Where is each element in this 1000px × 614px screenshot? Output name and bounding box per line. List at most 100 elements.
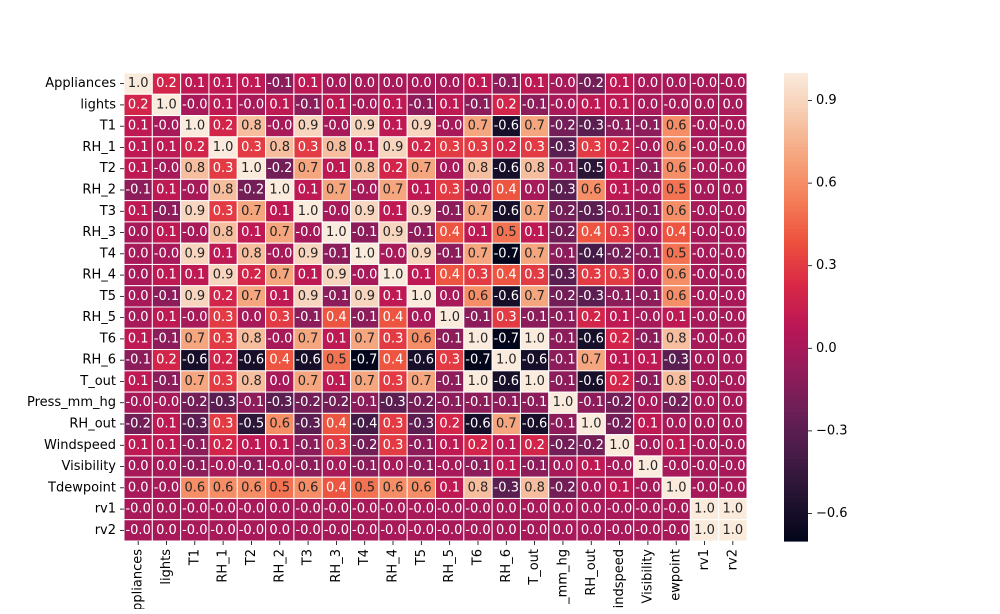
cell-annotation: -0.0 xyxy=(635,183,660,198)
cell-annotation: 0.3 xyxy=(609,268,630,283)
cell-annotation: -0.0 xyxy=(720,204,745,219)
cell-annotation: -0.0 xyxy=(267,459,292,474)
cell-annotation: 0.0 xyxy=(638,97,659,112)
colorbar-segment xyxy=(784,521,808,526)
colorbar-segment xyxy=(784,88,808,94)
cell-annotation: 0.3 xyxy=(383,331,404,346)
cell-annotation: -0.1 xyxy=(635,204,660,219)
cell-annotation: -0.0 xyxy=(664,97,689,112)
colorbar-tick-label: 0.9 xyxy=(816,93,837,108)
x-tick-label: RH_4 xyxy=(386,549,401,583)
cell-annotation: 0.8 xyxy=(326,140,347,155)
colorbar-segment xyxy=(784,260,808,265)
colorbar-segment xyxy=(784,178,808,183)
x-tick-label: RH_5 xyxy=(442,549,457,583)
cell-annotation: 0.9 xyxy=(411,246,432,261)
cell-annotation: -0.1 xyxy=(352,225,377,240)
cell-annotation: 0.7 xyxy=(269,225,290,240)
cell-annotation: 0.6 xyxy=(411,480,432,495)
cell-annotation: 0.3 xyxy=(581,268,602,283)
cell-annotation: -0.0 xyxy=(692,140,717,155)
cell-annotation: 0.2 xyxy=(411,140,432,155)
y-tick-label: lights xyxy=(80,97,116,112)
cell-annotation: 0.7 xyxy=(524,119,545,134)
cell-annotation: -0.0 xyxy=(324,204,349,219)
cell-annotation: -0.0 xyxy=(720,161,745,176)
colorbar-segment xyxy=(784,334,808,339)
cell-annotation: -0.0 xyxy=(352,97,377,112)
cell-annotation: 0.2 xyxy=(581,310,602,325)
cell-annotation: -0.0 xyxy=(635,480,660,495)
cell-annotation: 0.9 xyxy=(184,246,205,261)
colorbar-segment xyxy=(784,451,808,456)
cell-annotation: -0.1 xyxy=(635,331,660,346)
cell-annotation: -0.0 xyxy=(324,523,349,538)
cell-annotation: -0.3 xyxy=(380,395,405,410)
cell-annotation: -0.3 xyxy=(550,183,575,198)
colorbar-segment xyxy=(784,244,808,250)
colorbar-segment xyxy=(784,349,808,355)
cell-annotation: -0.6 xyxy=(579,374,604,389)
colorbar-segment xyxy=(784,369,808,374)
cell-annotation: 1.0 xyxy=(694,523,715,538)
cell-annotation: 0.0 xyxy=(638,268,659,283)
cell-annotation: -0.0 xyxy=(182,225,207,240)
cell-annotation: 0.0 xyxy=(269,502,290,517)
cell-annotation: -0.0 xyxy=(720,140,745,155)
cell-annotation: 0.9 xyxy=(383,225,404,240)
cell-annotation: -0.0 xyxy=(154,395,179,410)
x-tick-label: _mm_hg xyxy=(555,549,570,605)
cell-annotation: 0.0 xyxy=(496,523,517,538)
cell-annotation: 0.1 xyxy=(156,310,177,325)
cell-annotation: 0.0 xyxy=(128,480,149,495)
cell-annotation: -0.1 xyxy=(239,395,264,410)
cell-annotation: -0.0 xyxy=(380,523,405,538)
cell-annotation: -0.5 xyxy=(579,161,604,176)
cell-annotation: -0.2 xyxy=(550,225,575,240)
colorbar-segment xyxy=(784,240,808,246)
cell-annotation: -0.2 xyxy=(324,395,349,410)
cell-annotation: 0.3 xyxy=(326,438,347,453)
cell-annotation: 1.0 xyxy=(496,353,517,368)
cell-annotation: 0.0 xyxy=(638,395,659,410)
cell-annotation: -0.0 xyxy=(154,161,179,176)
cell-annotation: -0.1 xyxy=(324,289,349,304)
y-tick-label: T4 xyxy=(99,246,116,261)
cell-annotation: 0.1 xyxy=(269,97,290,112)
x-tick-label: T2 xyxy=(244,549,259,566)
cell-annotation: 0.1 xyxy=(411,183,432,198)
cell-annotation: 0.0 xyxy=(269,374,290,389)
cell-annotation: -0.0 xyxy=(154,480,179,495)
cell-annotation: -0.4 xyxy=(352,417,377,432)
cell-annotation: -0.2 xyxy=(664,395,689,410)
colorbar-segment xyxy=(784,525,808,530)
cell-annotation: 0.2 xyxy=(128,97,149,112)
colorbar-segment xyxy=(784,400,808,406)
cell-annotation: -0.0 xyxy=(720,225,745,240)
cell-annotation: 0.0 xyxy=(553,523,574,538)
y-tick-labels: Appliances lights T1 RH_1 T2 RH_2 T3 RH_3 T4 RH_4… xyxy=(27,76,124,538)
cell-annotation: 0.0 xyxy=(666,417,687,432)
cell-annotation: -0.1 xyxy=(409,97,434,112)
cell-annotation: 0.0 xyxy=(128,289,149,304)
cell-annotation: 0.5 xyxy=(666,246,687,261)
cell-annotation: -0.0 xyxy=(125,395,150,410)
colorbar-segment xyxy=(784,213,808,218)
colorbar-segment xyxy=(784,494,808,499)
colorbar-segment xyxy=(784,275,808,281)
cell-annotation: -0.0 xyxy=(437,119,462,134)
x-tick-label: indspeed xyxy=(612,549,627,608)
cell-annotation: 0.2 xyxy=(156,353,177,368)
cell-annotation: 0.3 xyxy=(383,438,404,453)
colorbar-segment xyxy=(784,517,808,523)
colorbar-tick-label: −0.3 xyxy=(816,423,848,438)
cell-annotation: -0.6 xyxy=(494,204,519,219)
cell-annotation: 0.3 xyxy=(496,310,517,325)
colorbar-segment xyxy=(784,264,808,269)
colorbar-segment xyxy=(784,158,808,164)
cell-annotation: -0.0 xyxy=(352,523,377,538)
cell-annotation: 0.8 xyxy=(269,140,290,155)
heatmap-cells xyxy=(123,72,748,542)
colorbar-segment xyxy=(784,139,808,144)
colorbar-segment xyxy=(784,174,808,179)
